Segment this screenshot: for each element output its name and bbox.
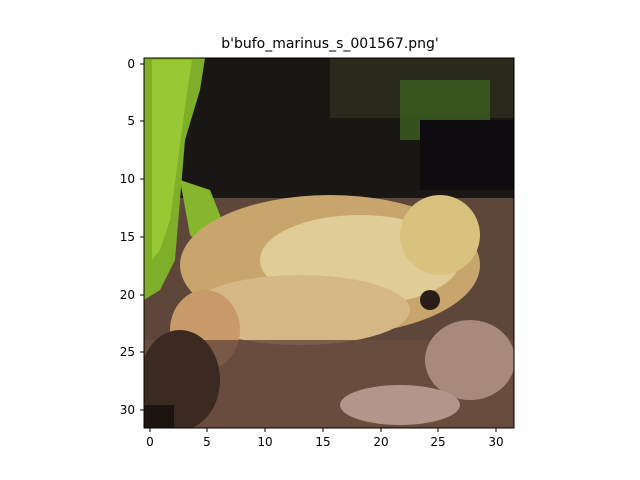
dark-soil-left xyxy=(144,330,220,428)
y-tick-label-10: 10 xyxy=(120,172,135,186)
toad-head-highlight xyxy=(400,195,480,275)
x-tick-label-30: 30 xyxy=(488,435,503,449)
x-tick-label-10: 10 xyxy=(257,435,272,449)
y-tick-label-0: 0 xyxy=(127,57,135,71)
pebble-cluster-bottom xyxy=(340,385,460,425)
y-axis: 0 5 10 15 20 25 30 xyxy=(120,57,144,417)
x-tick-label-20: 20 xyxy=(373,435,388,449)
x-tick-label-5: 5 xyxy=(203,435,211,449)
y-tick-label-30: 30 xyxy=(120,403,135,417)
toad-lower-body xyxy=(190,275,410,345)
y-tick-label-20: 20 xyxy=(120,288,135,302)
toad-photo xyxy=(144,58,514,428)
image-area: 0 5 10 15 20 25 30 0 5 10 15 20 25 30 xyxy=(120,57,515,449)
x-tick-label-15: 15 xyxy=(315,435,330,449)
x-tick-label-0: 0 xyxy=(146,435,154,449)
dark-shadow-right xyxy=(420,120,514,190)
axes-frame xyxy=(143,57,515,429)
pebble-cluster-right xyxy=(425,320,514,400)
x-tick-label-25: 25 xyxy=(430,435,445,449)
y-tick-label-15: 15 xyxy=(120,230,135,244)
dark-corner xyxy=(144,405,174,428)
x-axis: 0 5 10 15 20 25 30 xyxy=(146,428,504,449)
y-tick-label-5: 5 xyxy=(127,114,135,128)
green-leaf-highlight xyxy=(152,60,192,260)
y-tick-label-25: 25 xyxy=(120,345,135,359)
figure-title: b'bufo_marinus_s_001567.png' xyxy=(221,36,439,52)
toad-eye-shadow xyxy=(420,290,440,310)
